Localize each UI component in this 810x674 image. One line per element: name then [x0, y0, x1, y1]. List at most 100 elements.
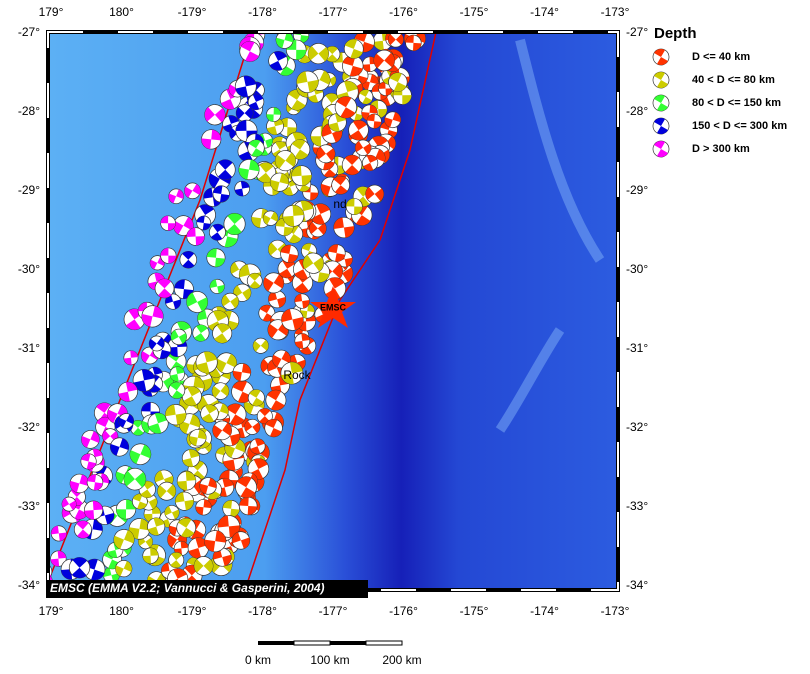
focal-mechanism [266, 106, 282, 123]
ball-quadrants [259, 305, 274, 322]
ball-quadrants [361, 104, 378, 121]
ball-quadrants [110, 438, 129, 456]
ball-outline [48, 571, 53, 590]
ball-quadrants [249, 389, 264, 406]
ball-quadrants [289, 354, 306, 371]
focal-mechanism [168, 552, 185, 569]
ball-quadrants [144, 505, 161, 523]
ball-quadrants [367, 114, 382, 129]
ball-quadrants [213, 548, 232, 566]
ball-quadrants [405, 35, 422, 51]
ball-quadrants [248, 139, 264, 157]
ball-quadrants [113, 530, 135, 549]
ball-quadrants [165, 404, 186, 425]
ball-quadrants [196, 351, 217, 373]
ball-quadrants [115, 561, 132, 577]
ball-quadrants [124, 470, 146, 488]
ball-quadrants [194, 324, 208, 342]
ball-quadrants [183, 386, 201, 406]
ball-quadrants [210, 224, 224, 241]
focal-mechanism [263, 272, 285, 294]
lon-label: -178° [248, 604, 277, 618]
focal-mechanism [68, 557, 91, 579]
ball-quadrants [212, 422, 232, 439]
focal-mechanism [113, 529, 135, 551]
focal-mechanism [238, 159, 260, 181]
focal-mechanism [246, 272, 263, 289]
ball-quadrants [223, 115, 239, 133]
focal-mechanism [204, 530, 227, 553]
ball-quadrants [76, 520, 90, 539]
ball-quadrants [217, 515, 240, 538]
ball-quadrants [174, 279, 194, 299]
ball-quadrants [133, 369, 155, 392]
ball-quadrants [170, 382, 184, 399]
focal-mechanism [174, 491, 194, 511]
focal-mechanism [212, 420, 232, 441]
ball-quadrants [249, 273, 261, 289]
lon-label: -179° [178, 5, 207, 19]
ball-quadrants [213, 185, 230, 203]
ball-quadrants [363, 155, 378, 171]
ball-quadrants [328, 244, 346, 262]
ball-quadrants [296, 71, 319, 93]
lon-label: -177° [319, 5, 348, 19]
focal-mechanism [169, 366, 185, 382]
ball-quadrants [378, 81, 393, 96]
focal-mechanism [217, 515, 241, 538]
ball-quadrants [201, 404, 218, 423]
ball-quadrants [238, 159, 260, 180]
ball-quadrants [654, 49, 668, 65]
focal-mechanism [328, 113, 347, 132]
focal-mechanism [255, 162, 277, 183]
lat-label: -27° [626, 25, 648, 39]
ball-quadrants [235, 75, 257, 97]
ball-quadrants [129, 444, 151, 464]
focal-mechanism [282, 204, 305, 227]
ball-quadrants [203, 188, 223, 207]
ball-quadrants [234, 181, 250, 197]
focal-mechanism [154, 278, 175, 299]
ball-quadrants [190, 370, 213, 392]
lat-label: -33° [18, 499, 40, 513]
ball-quadrants [300, 337, 315, 355]
focal-mechanism [388, 72, 408, 92]
focal-mechanism [170, 328, 187, 346]
ball-quadrants [326, 46, 338, 62]
ball-quadrants [269, 51, 287, 71]
focal-mechanism [69, 473, 90, 494]
focal-mechanism [199, 477, 217, 495]
ball-quadrants [147, 517, 165, 536]
focal-mechanism [204, 104, 226, 126]
ball-quadrants [182, 449, 200, 467]
ball-quadrants [232, 532, 250, 549]
lon-label: -178° [248, 5, 277, 19]
lat-label: -32° [18, 420, 40, 434]
focal-mechanism [307, 43, 329, 65]
ball-quadrants [233, 285, 251, 301]
lon-label: -179° [178, 604, 207, 618]
legend-symbol [652, 140, 670, 158]
scale-bar [293, 640, 331, 646]
ball-quadrants [51, 525, 67, 541]
ball-quadrants [81, 431, 100, 448]
focal-mechanism [212, 323, 233, 344]
lon-label: 179° [39, 5, 64, 19]
focal-mechanism [115, 499, 137, 520]
ball-quadrants [168, 351, 185, 372]
focal-mechanism [234, 75, 257, 98]
focal-mechanism [181, 449, 200, 468]
focal-mechanism [48, 571, 53, 590]
focal-mechanism [123, 350, 139, 366]
focal-mechanism [174, 279, 194, 299]
ball-quadrants [281, 362, 303, 385]
legend-label: D > 300 km [692, 143, 750, 155]
focal-mechanism [86, 474, 104, 491]
ball-quadrants [186, 227, 205, 246]
focal-mechanism [61, 496, 77, 512]
focal-mechanism [200, 404, 219, 423]
ball-quadrants [204, 107, 226, 123]
ball-quadrants [157, 278, 172, 298]
ball-quadrants [212, 384, 229, 398]
